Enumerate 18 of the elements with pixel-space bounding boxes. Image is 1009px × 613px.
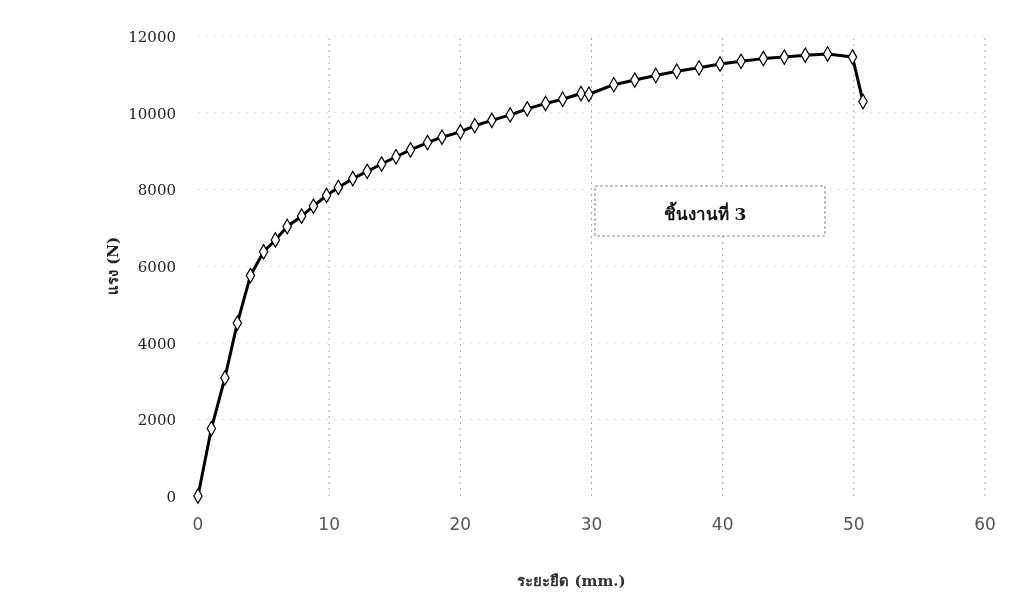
x-tick-label: 10 — [318, 514, 340, 534]
y-tick-label: 12000 — [128, 28, 176, 46]
x-tick-label: 60 — [974, 514, 996, 534]
y-tick-label: 6000 — [137, 258, 176, 276]
x-tick-label: 30 — [580, 514, 603, 534]
y-tick-label: 2000 — [137, 411, 176, 430]
annotation: ชิ้นงานที่ 3 — [663, 201, 747, 224]
y-tick-label: 0 — [166, 488, 176, 506]
y-axis-title: แรง (N) — [104, 236, 122, 296]
x-axis-title: ระยะยืด (mm.) — [517, 572, 626, 590]
y-tick-label: 4000 — [137, 334, 176, 353]
text-box: ชิ้นงานที่ 3 — [594, 185, 826, 237]
x-tick-label: 40 — [711, 514, 734, 534]
y-tick-label: 10000 — [128, 104, 176, 123]
x-tick-label: 20 — [449, 514, 472, 534]
y-tick-label: 8000 — [137, 181, 176, 200]
x-tick-label: 50 — [843, 514, 865, 534]
x-tick-label: 0 — [192, 514, 204, 534]
